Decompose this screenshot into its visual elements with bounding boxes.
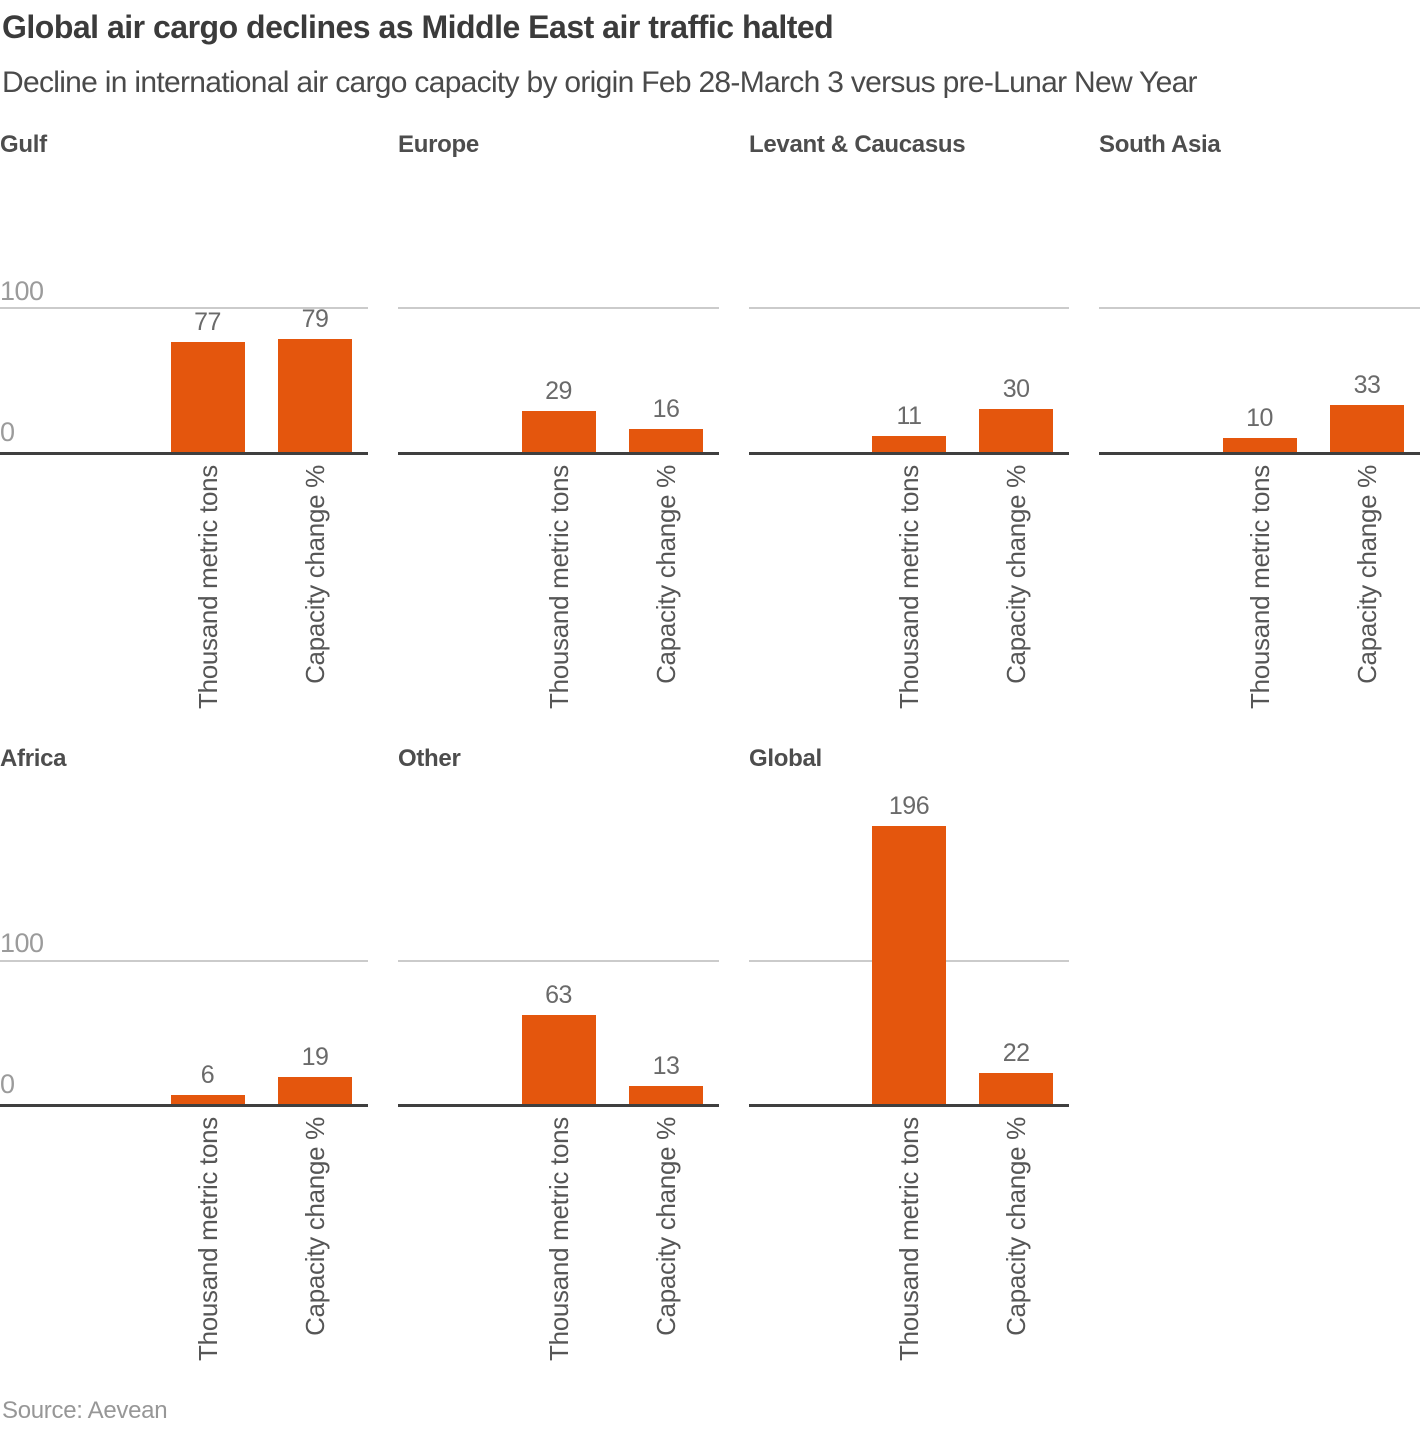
x-label-thousand-metric-tons: Thousand metric tons <box>543 465 574 710</box>
bar-value-label: 6 <box>200 1061 215 1090</box>
source-note: Source: Aevean <box>2 1397 168 1425</box>
x-label-capacity-change: Capacity change % <box>1001 1117 1032 1337</box>
gridline-100 <box>398 960 719 963</box>
panel-levant-caucasus: Levant & Caucasus 11 30 Thousand metric t… <box>749 133 1069 727</box>
x-label-thousand-metric-tons: Thousand metric tons <box>1244 465 1275 710</box>
x-label-thousand-metric-tons: Thousand metric tons <box>543 1117 574 1362</box>
gridline-100 <box>749 307 1069 310</box>
bar-value-label: 63 <box>545 981 572 1010</box>
x-label-thousand-metric-tons: Thousand metric tons <box>894 1117 924 1362</box>
chart-subtitle: Decline in international air cargo capac… <box>2 66 1198 100</box>
x-axis-labels: Thousand metric tons Capacity change % <box>398 455 719 727</box>
x-label-capacity-change: Capacity change % <box>651 465 682 685</box>
bar-value-label: 79 <box>301 305 329 334</box>
x-label-capacity-change: Capacity change % <box>1001 465 1032 685</box>
plot-area-other: 63 13 <box>398 779 719 1108</box>
panel-title-other: Other <box>398 745 461 773</box>
bar-capacity-change <box>278 339 353 453</box>
x-label-capacity-change: Capacity change % <box>651 1117 682 1337</box>
bar-capacity-change <box>278 1077 353 1105</box>
x-axis-labels: Thousand metric tons Capacity change % <box>398 1107 719 1379</box>
bar-capacity-change <box>1330 405 1405 453</box>
bar-capacity-change <box>629 429 704 453</box>
panel-title-gulf: Gulf <box>0 131 47 159</box>
plot-area-gulf: 100 0 77 79 <box>0 165 368 456</box>
panel-europe: Europe 29 16 Thousand metric tons Capacit… <box>398 133 719 727</box>
bar-thousand-metric-tons <box>170 1095 245 1105</box>
bar-thousand-metric-tons <box>170 342 245 453</box>
plot-area-europe: 29 16 <box>398 165 719 456</box>
x-axis-labels: Thousand metric tons Capacity change % <box>749 455 1069 727</box>
plot-area-global: 196 22 <box>749 779 1069 1108</box>
chart-title: Global air cargo declines as Middle East… <box>2 9 834 45</box>
gridline-100 <box>1099 307 1420 310</box>
bar-value-label: 13 <box>652 1052 680 1081</box>
x-label-thousand-metric-tons: Thousand metric tons <box>192 1117 223 1362</box>
x-axis-labels: Thousand metric tons Capacity change % <box>0 455 368 727</box>
plot-area-levant-caucasus: 11 30 <box>749 165 1069 456</box>
bar-value-label: 10 <box>1246 404 1273 433</box>
x-label-thousand-metric-tons: Thousand metric tons <box>192 465 223 710</box>
x-label-capacity-change: Capacity change % <box>1352 465 1383 685</box>
bar-value-label: 11 <box>896 402 922 431</box>
panel-title-levant-caucasus: Levant & Caucasus <box>749 131 966 159</box>
x-label-thousand-metric-tons: Thousand metric tons <box>894 465 924 710</box>
x-axis-labels: Thousand metric tons Capacity change % <box>1099 455 1420 727</box>
panel-title-africa: Africa <box>0 745 67 773</box>
panel-title-south-asia: South Asia <box>1099 131 1221 159</box>
x-axis-labels: Thousand metric tons Capacity change % <box>749 1107 1069 1379</box>
bar-value-label: 30 <box>1002 375 1030 404</box>
bar-thousand-metric-tons <box>872 826 946 1105</box>
panel-title-global: Global <box>749 745 822 773</box>
bar-thousand-metric-tons <box>872 436 946 453</box>
panel-africa: Africa 100 0 6 19 Thousand metric tons Ca… <box>0 747 368 1379</box>
panel-global: Global 196 22 Thousand metric tons Capaci… <box>749 747 1069 1379</box>
gridline-100 <box>0 960 368 963</box>
y-tick-100: 100 <box>0 928 44 959</box>
panel-south-asia: South Asia 10 33 Thousand metric tons Cap… <box>1099 133 1420 727</box>
bar-thousand-metric-tons <box>1222 438 1297 453</box>
plot-area-south-asia: 10 33 <box>1099 165 1420 456</box>
bar-value-label: 29 <box>545 377 572 406</box>
bar-value-label: 77 <box>194 308 221 337</box>
bar-capacity-change <box>979 409 1054 453</box>
plot-area-africa: 100 0 6 19 <box>0 779 368 1108</box>
y-tick-0: 0 <box>0 1069 15 1100</box>
y-tick-100: 100 <box>0 276 44 307</box>
x-label-capacity-change: Capacity change % <box>300 465 331 685</box>
small-multiples-grid: Gulf 100 0 77 79 Thousand metric tons Cap… <box>0 133 1420 1379</box>
bar-value-label: 16 <box>652 395 680 424</box>
panel-title-europe: Europe <box>398 131 479 159</box>
gridline-100 <box>398 307 719 310</box>
bar-capacity-change <box>629 1086 704 1105</box>
bar-value-label: 22 <box>1002 1039 1030 1068</box>
gridline-100 <box>0 307 368 310</box>
bar-value-label: 33 <box>1353 371 1381 400</box>
panel-gulf: Gulf 100 0 77 79 Thousand metric tons Cap… <box>0 133 368 727</box>
bar-thousand-metric-tons <box>521 1015 596 1105</box>
bar-value-label: 19 <box>301 1043 329 1072</box>
panel-other: Other 63 13 Thousand metric tons Capacity… <box>398 747 719 1379</box>
x-axis-labels: Thousand metric tons Capacity change % <box>0 1107 368 1379</box>
bar-capacity-change <box>979 1073 1054 1105</box>
x-label-capacity-change: Capacity change % <box>300 1117 331 1337</box>
bar-value-label: 196 <box>888 792 930 821</box>
y-tick-0: 0 <box>0 417 15 448</box>
bar-thousand-metric-tons <box>521 411 596 453</box>
